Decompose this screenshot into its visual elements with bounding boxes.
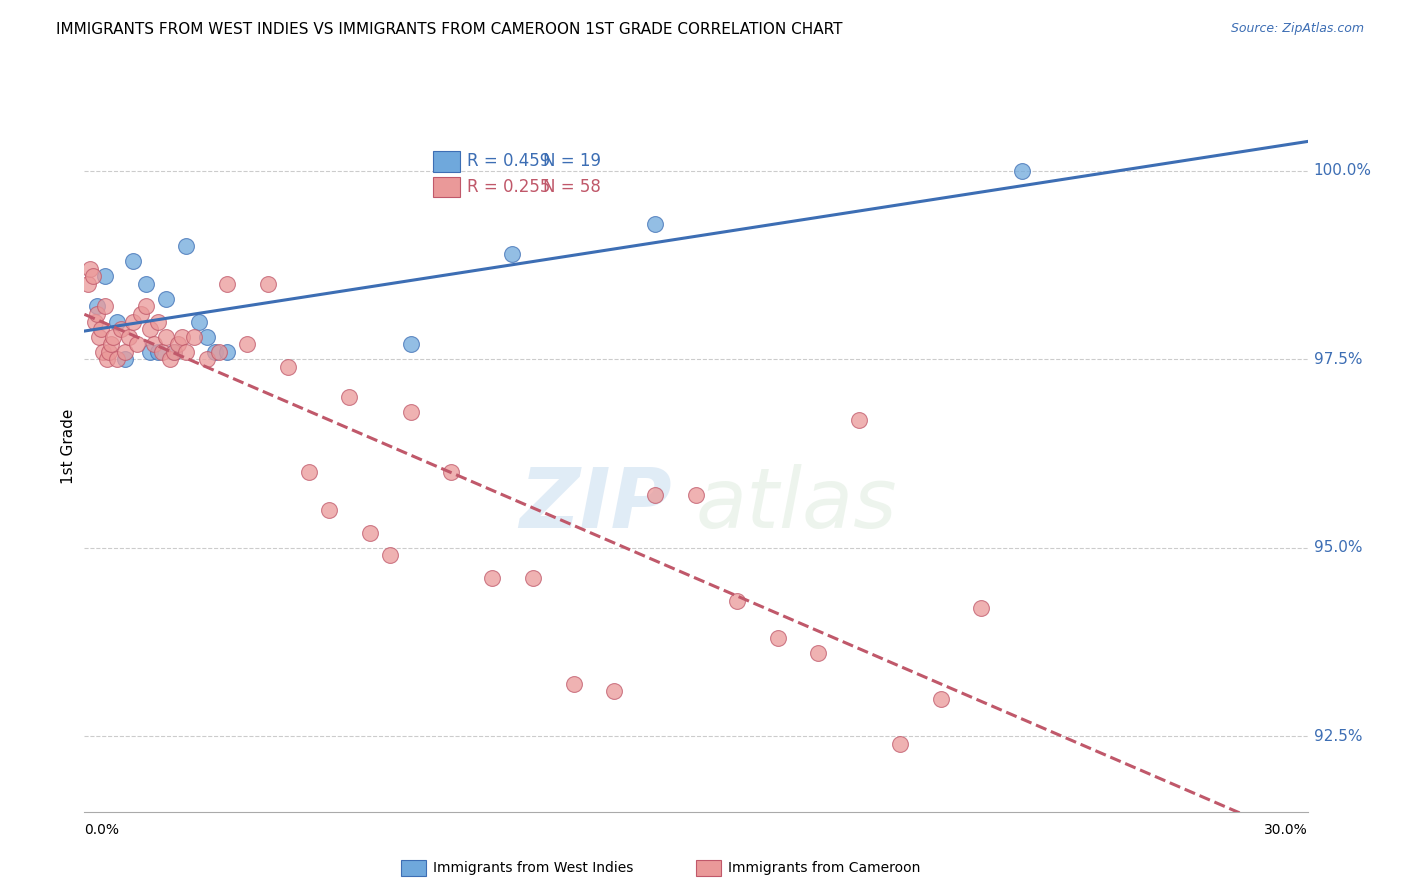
Point	[155, 329, 177, 343]
Text: 97.5%: 97.5%	[1313, 351, 1362, 367]
Text: N = 58: N = 58	[543, 178, 600, 196]
Point	[195, 352, 218, 367]
Point	[146, 344, 169, 359]
Point	[399, 337, 422, 351]
Point	[131, 307, 153, 321]
Point	[807, 646, 830, 660]
Point	[150, 344, 173, 359]
FancyBboxPatch shape	[433, 152, 460, 171]
Point	[159, 352, 181, 367]
Point	[187, 315, 209, 329]
Text: ZIP: ZIP	[519, 464, 672, 545]
Point	[90, 322, 112, 336]
Point	[155, 292, 177, 306]
Point	[138, 344, 160, 359]
Point	[91, 344, 114, 359]
Point	[236, 337, 259, 351]
FancyBboxPatch shape	[433, 177, 460, 197]
Text: R = 0.255: R = 0.255	[467, 178, 551, 196]
Point	[725, 593, 748, 607]
Point	[105, 352, 128, 367]
Point	[298, 466, 321, 480]
Point	[114, 352, 136, 367]
Point	[644, 488, 666, 502]
Point	[848, 412, 870, 426]
Point	[86, 307, 108, 321]
Point	[359, 525, 381, 540]
Point	[440, 466, 463, 480]
Point	[110, 322, 132, 336]
Point	[277, 359, 299, 374]
Point	[174, 344, 197, 359]
Point	[77, 277, 100, 291]
Point	[122, 254, 145, 268]
Point	[172, 329, 194, 343]
Point	[208, 344, 231, 359]
Point	[603, 684, 626, 698]
Point	[163, 344, 186, 359]
Point	[163, 344, 186, 359]
Point	[86, 300, 108, 314]
Point	[562, 676, 585, 690]
Point	[135, 300, 157, 314]
Point	[217, 344, 239, 359]
Text: N = 19: N = 19	[543, 153, 602, 170]
Point	[135, 277, 157, 291]
Point	[257, 277, 280, 291]
Point	[167, 337, 190, 351]
Point	[183, 329, 205, 343]
Text: 30.0%: 30.0%	[1264, 823, 1308, 837]
Text: Immigrants from Cameroon: Immigrants from Cameroon	[728, 861, 921, 875]
Point	[195, 329, 218, 343]
Text: 92.5%: 92.5%	[1313, 729, 1362, 744]
Point	[127, 337, 149, 351]
Point	[929, 691, 952, 706]
Point	[522, 571, 544, 585]
Text: atlas: atlas	[696, 464, 897, 545]
Point	[82, 269, 104, 284]
Point	[380, 549, 402, 563]
Point	[685, 488, 707, 502]
Y-axis label: 1st Grade: 1st Grade	[60, 409, 76, 483]
Point	[93, 300, 115, 314]
Text: IMMIGRANTS FROM WEST INDIES VS IMMIGRANTS FROM CAMEROON 1ST GRADE CORRELATION CH: IMMIGRANTS FROM WEST INDIES VS IMMIGRANT…	[56, 22, 842, 37]
Point	[970, 601, 993, 615]
Point	[481, 571, 503, 585]
Text: R = 0.459: R = 0.459	[467, 153, 551, 170]
Point	[79, 261, 101, 276]
Point	[174, 239, 197, 253]
Point	[96, 352, 118, 367]
Point	[100, 337, 122, 351]
Text: Immigrants from West Indies: Immigrants from West Indies	[433, 861, 634, 875]
Point	[93, 269, 115, 284]
Point	[101, 329, 124, 343]
Point	[644, 217, 666, 231]
Point	[118, 329, 141, 343]
Point	[97, 344, 120, 359]
Point	[105, 315, 128, 329]
Point	[138, 322, 160, 336]
Point	[318, 503, 340, 517]
Text: 100.0%: 100.0%	[1313, 163, 1372, 178]
Point	[399, 405, 422, 419]
Point	[142, 337, 165, 351]
Point	[889, 737, 911, 751]
Point	[87, 329, 110, 343]
Point	[114, 344, 136, 359]
Point	[122, 315, 145, 329]
Point	[217, 277, 239, 291]
Point	[83, 315, 105, 329]
Point	[146, 315, 169, 329]
Text: 95.0%: 95.0%	[1313, 541, 1362, 556]
Point	[501, 246, 523, 260]
Point	[1011, 163, 1033, 178]
Point	[766, 632, 789, 646]
Point	[339, 390, 360, 404]
Text: 0.0%: 0.0%	[84, 823, 120, 837]
Text: Source: ZipAtlas.com: Source: ZipAtlas.com	[1230, 22, 1364, 36]
Point	[204, 344, 226, 359]
